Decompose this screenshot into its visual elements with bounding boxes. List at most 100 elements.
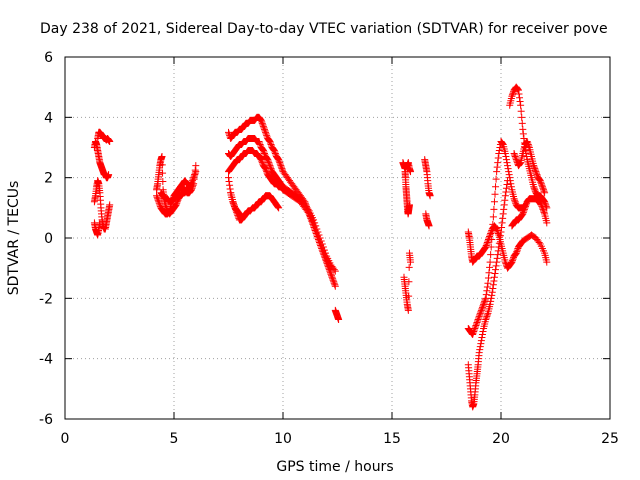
data-point [182, 178, 190, 186]
data-point [476, 309, 484, 317]
data-point [511, 198, 519, 206]
data-point [225, 128, 232, 136]
x-tick-label: 10 [274, 431, 292, 447]
data-point [504, 162, 512, 170]
data-point [510, 150, 518, 158]
data-point [469, 331, 477, 339]
data-point [505, 168, 513, 176]
data-point [482, 315, 490, 323]
data-point [153, 193, 161, 201]
data-point [230, 201, 238, 209]
data-point [263, 168, 271, 176]
data-point [489, 213, 497, 221]
data-point [304, 208, 312, 216]
data-point [477, 340, 485, 348]
grid-lines [65, 57, 610, 419]
data-point [510, 195, 518, 203]
data-point [508, 258, 516, 266]
data-point [488, 291, 496, 299]
data-point [319, 246, 327, 254]
data-point [183, 180, 191, 188]
data-point [269, 145, 277, 153]
data-point [230, 202, 238, 210]
data-point [96, 219, 104, 227]
data-point [314, 231, 322, 239]
data-point [265, 136, 273, 144]
data-point [472, 321, 480, 329]
data-point [502, 153, 510, 161]
data-point [505, 171, 513, 179]
series-arc-3c [225, 147, 335, 272]
series-arc-4c [400, 249, 415, 314]
data-point [540, 187, 548, 195]
data-point [523, 137, 531, 145]
data-point [520, 134, 528, 142]
data-point [530, 162, 538, 170]
data-point [517, 101, 525, 109]
data-point [189, 181, 197, 189]
data-point [530, 163, 538, 171]
data-point [232, 207, 240, 215]
y-tick-label: 4 [44, 110, 53, 126]
y-tick-label: -6 [39, 412, 53, 428]
data-point [258, 118, 266, 126]
data-point [489, 285, 497, 293]
data-point [225, 174, 232, 182]
data-point [521, 204, 529, 212]
data-point [478, 305, 486, 313]
data-point [191, 171, 199, 179]
data-point [499, 140, 507, 148]
data-point [483, 239, 491, 247]
data-point [489, 281, 497, 289]
data-point [257, 156, 265, 164]
data-point [404, 306, 412, 314]
data-point [539, 205, 547, 213]
data-point [258, 119, 266, 127]
data-point [175, 186, 183, 194]
data-point [537, 178, 545, 186]
data-point [233, 210, 241, 218]
data-point [506, 174, 514, 182]
data-point [183, 179, 191, 187]
data-point [259, 122, 267, 130]
data-point [259, 121, 267, 129]
data-point [480, 299, 488, 307]
data-point [508, 257, 516, 265]
data-point [492, 262, 500, 270]
data-point [266, 163, 274, 171]
data-point [502, 156, 510, 164]
data-point [520, 207, 528, 215]
data-point [478, 334, 486, 342]
data-point [226, 185, 234, 193]
data-point [469, 329, 477, 337]
data-point [507, 183, 515, 191]
data-point [471, 323, 479, 331]
x-tick-label: 15 [383, 431, 401, 447]
data-point [487, 251, 495, 259]
data-point [540, 207, 548, 215]
data-point [329, 276, 337, 284]
data-point [513, 85, 521, 93]
data-point [482, 314, 490, 322]
data-point [499, 214, 507, 222]
y-tick-label: -2 [39, 291, 53, 307]
data-point [475, 312, 483, 320]
data-point [518, 119, 526, 127]
data-point [483, 283, 491, 291]
data-point [277, 163, 285, 171]
data-point [541, 189, 549, 197]
y-tick-label: 0 [44, 231, 53, 247]
data-point [508, 92, 516, 100]
data-point [265, 159, 273, 167]
data-point [477, 308, 485, 316]
series-arc-5f [510, 137, 549, 197]
data-point [538, 204, 546, 212]
data-point [491, 190, 499, 198]
data-point [260, 125, 268, 133]
data-point [256, 154, 264, 162]
data-point [536, 177, 544, 185]
data-point [262, 128, 270, 136]
data-point [266, 137, 274, 145]
data-point [484, 236, 492, 244]
series-arc-1d [90, 219, 104, 239]
